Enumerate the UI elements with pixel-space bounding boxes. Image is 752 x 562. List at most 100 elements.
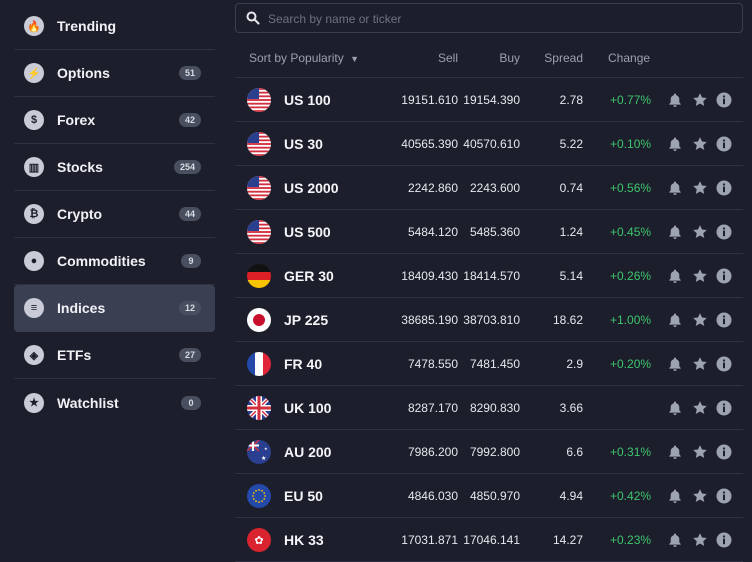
spread-value: 14.27 <box>552 533 583 547</box>
sell-price: 2242.860 <box>407 181 458 195</box>
instrument-name: US 30 <box>284 136 323 152</box>
change-value: +0.45% <box>610 225 652 239</box>
bell-icon[interactable] <box>667 92 683 108</box>
instrument-row[interactable]: GER 30 18409.430 18414.570 5.14 +0.26% <box>235 254 743 298</box>
buy-price: 2243.600 <box>469 181 520 195</box>
star-icon[interactable] <box>692 400 708 416</box>
sidebar-item-commodities[interactable]: ● Commodities 9 <box>14 238 215 285</box>
instrument-row[interactable]: FR 40 7478.550 7481.450 2.9 +0.20% <box>235 342 743 386</box>
bell-icon[interactable] <box>667 180 683 196</box>
instrument-name: US 2000 <box>284 180 339 196</box>
count-badge: 12 <box>178 301 201 315</box>
info-icon[interactable] <box>716 312 732 328</box>
instrument-row[interactable]: ✿ HK 33 17031.871 17046.141 14.27 +0.23% <box>235 518 743 562</box>
count-badge: 51 <box>178 66 201 80</box>
change-value: +0.77% <box>610 93 652 107</box>
change-value: +0.10% <box>610 137 652 151</box>
search-box[interactable] <box>235 3 743 33</box>
sell-price: 38685.190 <box>401 313 458 327</box>
instrument-row[interactable]: ★ ★ AU 200 7986.200 7992.800 6.6 +0.31% <box>235 430 743 474</box>
star-icon[interactable] <box>692 312 708 328</box>
info-icon[interactable] <box>716 488 732 504</box>
info-icon[interactable] <box>716 92 732 108</box>
bank-icon: ▥ <box>24 157 44 177</box>
instrument-row[interactable]: US 30 40565.390 40570.610 5.22 +0.10% <box>235 122 743 166</box>
sidebar-item-label: Trending <box>57 18 117 34</box>
star-icon: ★ <box>24 392 44 413</box>
sidebar-item-label: Indices <box>57 300 106 316</box>
instrument-row[interactable]: UK 100 8287.170 8290.830 3.66 <box>235 386 743 430</box>
bell-icon[interactable] <box>667 136 683 152</box>
instrument-row[interactable]: US 2000 2242.860 2243.600 0.74 +0.56% <box>235 166 743 210</box>
bell-icon[interactable] <box>667 488 683 504</box>
col-sell: Sell <box>437 51 458 65</box>
info-icon[interactable] <box>716 356 732 372</box>
instrument-name: HK 33 <box>284 532 324 548</box>
spread-value: 4.94 <box>559 489 583 503</box>
info-icon[interactable] <box>716 224 732 240</box>
sidebar-item-label: Crypto <box>57 206 103 222</box>
sidebar-item-stocks[interactable]: ▥ Stocks 254 <box>14 144 215 191</box>
bitcoin-icon: ₿ <box>24 204 44 224</box>
sidebar-item-etfs[interactable]: ◈ ETFs 27 <box>14 332 215 379</box>
eu-flag-icon <box>247 484 271 508</box>
info-icon[interactable] <box>716 136 732 152</box>
bell-icon[interactable] <box>667 224 683 240</box>
info-icon[interactable] <box>716 400 732 416</box>
instrument-name: GER 30 <box>284 268 334 284</box>
sidebar-item-forex[interactable]: $ Forex 42 <box>14 97 215 144</box>
instrument-row[interactable]: US 100 19151.610 19154.390 2.78 +0.77% <box>235 78 743 122</box>
buy-price: 5485.360 <box>469 225 520 239</box>
bell-icon[interactable] <box>667 312 683 328</box>
sidebar-item-indices[interactable]: ≡ Indices 12 <box>14 285 215 332</box>
spread-value: 3.66 <box>559 401 583 415</box>
instrument-name: US 500 <box>284 224 331 240</box>
bell-icon[interactable] <box>667 400 683 416</box>
instrument-row[interactable]: US 500 5484.120 5485.360 1.24 +0.45% <box>235 210 743 254</box>
de-flag-icon <box>247 264 271 288</box>
bell-icon[interactable] <box>667 268 683 284</box>
star-icon[interactable] <box>692 136 708 152</box>
sidebar-item-watchlist[interactable]: ★ Watchlist 0 <box>14 379 215 426</box>
star-icon[interactable] <box>692 224 708 240</box>
star-icon[interactable] <box>692 488 708 504</box>
star-icon[interactable] <box>692 92 708 108</box>
us-flag-icon <box>247 220 271 244</box>
sell-price: 19151.610 <box>401 93 458 107</box>
info-icon[interactable] <box>716 532 732 548</box>
star-icon[interactable] <box>692 180 708 196</box>
sidebar: 🔥 Trending ⚡ Options 51 $ Forex 42 ▥ Stocks 254 ₿ Cr… <box>0 0 228 558</box>
sidebar-item-crypto[interactable]: ₿ Crypto 44 <box>14 191 215 238</box>
sidebar-item-trending[interactable]: 🔥 Trending <box>14 3 215 50</box>
instrument-row[interactable]: JP 225 38685.190 38703.810 18.62 +1.00% <box>235 298 743 342</box>
star-icon[interactable] <box>692 356 708 372</box>
bell-icon[interactable] <box>667 532 683 548</box>
sort-dropdown[interactable]: Sort by Popularity ▼ <box>249 51 359 65</box>
instrument-row[interactable]: EU 50 4846.030 4850.970 4.94 +0.42% <box>235 474 743 518</box>
sell-price: 5484.120 <box>407 225 458 239</box>
info-icon[interactable] <box>716 180 732 196</box>
sidebar-item-options[interactable]: ⚡ Options 51 <box>14 50 215 97</box>
instrument-name: JP 225 <box>284 312 329 328</box>
bell-icon[interactable] <box>667 444 683 460</box>
search-input[interactable] <box>266 7 730 31</box>
buy-price: 8290.830 <box>469 401 520 415</box>
spread-value: 1.24 <box>559 225 583 239</box>
star-icon[interactable] <box>692 444 708 460</box>
buy-price: 19154.390 <box>463 93 520 107</box>
bell-icon[interactable] <box>667 356 683 372</box>
count-badge: 9 <box>181 254 201 268</box>
cube-icon: ◈ <box>24 345 44 365</box>
star-icon[interactable] <box>692 268 708 284</box>
us-flag-icon <box>247 176 271 200</box>
svg-text:★: ★ <box>261 455 266 462</box>
sidebar-item-label: Commodities <box>57 253 146 269</box>
star-icon[interactable] <box>692 532 708 548</box>
caret-down-icon: ▼ <box>350 54 359 64</box>
count-badge: 44 <box>178 207 201 221</box>
info-icon[interactable] <box>716 444 732 460</box>
change-value: +1.00% <box>610 313 652 327</box>
info-icon[interactable] <box>716 268 732 284</box>
instrument-name: FR 40 <box>284 356 323 372</box>
spread-value: 2.9 <box>566 357 583 371</box>
